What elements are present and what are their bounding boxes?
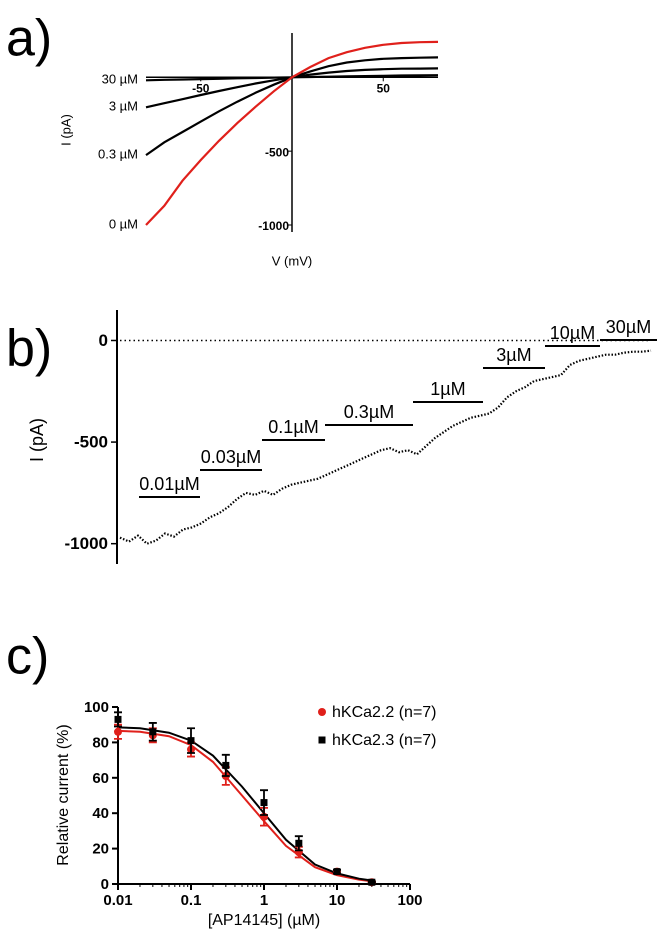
current-trace [119,349,652,545]
legend-label: hKCa2.3 (n=7) [332,732,437,749]
fit-curve [117,726,372,882]
y-tick-label: 0 [101,876,109,893]
concentration-label: 30µM [606,317,651,337]
series-label: 3 µM [109,99,138,114]
y-tick-label: 80 [92,734,109,751]
data-point [114,727,122,736]
concentration-label: 0.01µM [139,474,199,494]
concentration-label: 3µM [496,345,531,365]
concentration-label: 1µM [430,379,465,399]
data-point [187,737,195,745]
x-tick-label: 1 [260,892,268,909]
y-tick-label: 60 [92,770,109,787]
x-tick-label: 100 [397,892,422,909]
panel-label: c) [6,628,49,686]
series-label: 0 µM [109,216,138,231]
x-tick-label: 10 [329,892,346,909]
y-tick-label: -500 [74,433,108,452]
legend-marker [318,736,326,744]
x-tick-label: 50 [377,81,391,95]
y-tick-label: 40 [92,805,109,822]
fit-curve [117,729,372,883]
concentration-label: 0.3µM [344,402,394,422]
data-point [295,839,303,847]
data-point [222,761,230,769]
y-axis-label: I (pA) [27,418,47,462]
y-tick-label: 100 [84,699,109,716]
legend-marker [318,708,326,716]
data-point [260,799,268,807]
series-label: 30 µM [102,72,138,87]
data-point [368,878,376,886]
y-axis-label: I (pA) [58,114,73,146]
legend-label: hKCa2.2 (n=7) [332,704,437,721]
x-tick-label: -50 [192,81,210,95]
concentration-label: 10µM [550,323,595,343]
x-axis-label: [AP14145] (µM) [208,912,320,929]
y-axis-label: Relative current (%) [55,724,72,865]
x-tick-label: 0.01 [103,892,132,909]
x-tick-label: 0.1 [181,892,202,909]
x-axis-label: V (mV) [272,253,312,268]
series-label: 0.3 µM [98,147,138,162]
y-tick-label: 20 [92,841,109,858]
concentration-label: 0.03µM [201,447,261,467]
data-point [333,868,341,876]
data-point [114,715,122,723]
y-tick-label: 0 [99,331,108,350]
panel-label: b) [6,320,52,378]
concentration-label: 0.1µM [268,417,318,437]
y-tick-label: -1000 [65,534,108,553]
y-tick-label: -500 [265,145,289,159]
data-point [149,728,157,736]
y-tick-label: -1000 [258,219,289,233]
iv-curve [145,40,439,226]
panel-label: a) [6,10,52,68]
